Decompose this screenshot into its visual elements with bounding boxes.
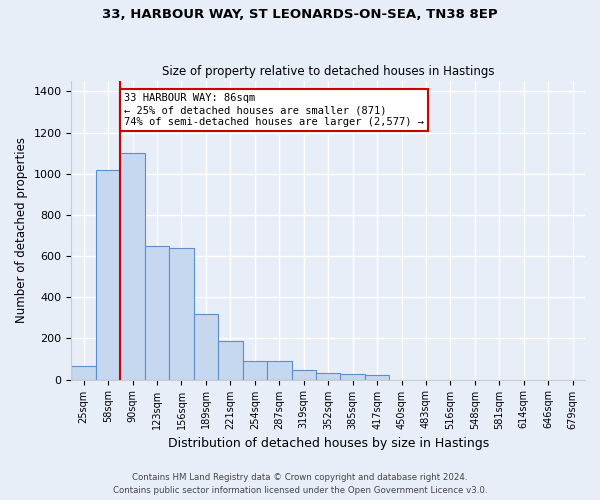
Bar [194,314,218,380]
Bar [71,366,96,380]
Bar [365,376,389,380]
Text: 33 HARBOUR WAY: 86sqm
← 25% of detached houses are smaller (871)
74% of semi-det: 33 HARBOUR WAY: 86sqm ← 25% of detached … [124,94,424,126]
Bar [121,153,145,380]
Bar [340,374,365,380]
Bar [96,170,121,380]
Bar [292,370,316,380]
Text: 33, HARBOUR WAY, ST LEONARDS-ON-SEA, TN38 8EP: 33, HARBOUR WAY, ST LEONARDS-ON-SEA, TN3… [102,8,498,20]
Bar [242,361,267,380]
Bar [169,248,194,380]
Y-axis label: Number of detached properties: Number of detached properties [15,138,28,324]
Text: Contains HM Land Registry data © Crown copyright and database right 2024.
Contai: Contains HM Land Registry data © Crown c… [113,474,487,495]
X-axis label: Distribution of detached houses by size in Hastings: Distribution of detached houses by size … [167,437,489,450]
Bar [145,246,169,380]
Bar [267,361,292,380]
Title: Size of property relative to detached houses in Hastings: Size of property relative to detached ho… [162,66,494,78]
Bar [218,341,242,380]
Bar [316,374,340,380]
